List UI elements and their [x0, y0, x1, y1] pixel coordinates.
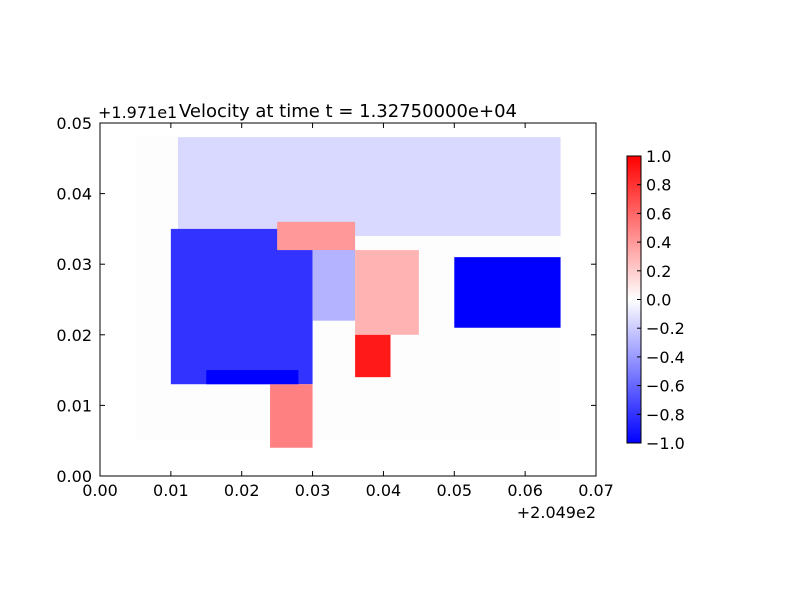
x-tick-label: 0.00 — [82, 481, 118, 500]
colorbar-tick-label: 0.2 — [646, 262, 671, 281]
y-tick-label: 0.04 — [56, 185, 92, 204]
heatmap-region — [355, 250, 419, 335]
y-axis-ticks: 0.00 0.01 0.02 0.03 0.04 0.05 — [56, 114, 596, 486]
colorbar-ticks: −1.0 −0.8 −0.6 −0.4 −0.2 0.0 0.2 0.4 0.6 0.8 1.0 — [637, 147, 685, 453]
colorbar-tick-label: 0.6 — [646, 204, 671, 223]
y-tick-label: 0.02 — [56, 326, 92, 345]
heatmap-region — [206, 370, 299, 385]
colorbar-tick-label: 0.4 — [646, 233, 671, 252]
heatmap-region — [277, 221, 356, 251]
colorbar-tick-label: −0.2 — [646, 319, 685, 338]
colorbar-tick-label: −0.4 — [646, 348, 685, 367]
y-tick-label: 0.00 — [56, 467, 92, 486]
x-tick-label: 0.06 — [507, 481, 543, 500]
y-tick-label: 0.05 — [56, 114, 92, 133]
colorbar-tick-label: −0.6 — [646, 377, 685, 396]
x-tick-label: 0.01 — [153, 481, 189, 500]
chart-title: Velocity at time t = 1.32750000e+04 — [179, 101, 517, 122]
x-offset-label: +2.049e2 — [517, 503, 596, 522]
colorbar-tick-label: 0.8 — [646, 176, 671, 195]
colorbar-tick-label: −0.8 — [646, 405, 685, 424]
heatmap-region — [312, 243, 356, 321]
x-tick-label: 0.02 — [224, 481, 260, 500]
x-axis-ticks: 0.00 0.01 0.02 0.03 0.04 0.05 0.06 0.07 — [82, 123, 614, 500]
heatmap-region — [454, 257, 561, 328]
heatmap-region — [177, 137, 561, 236]
x-tick-label: 0.07 — [578, 481, 614, 500]
y-tick-label: 0.01 — [56, 396, 92, 415]
heatmap-region — [270, 384, 313, 448]
colorbar-tick-label: 1.0 — [646, 147, 671, 166]
heatmap-field — [135, 137, 561, 448]
x-tick-label: 0.03 — [295, 481, 331, 500]
y-offset-label: +1.971e1 — [98, 103, 177, 122]
y-tick-label: 0.03 — [56, 255, 92, 274]
x-tick-label: 0.04 — [366, 481, 402, 500]
colorbar-tick-label: 0.0 — [646, 291, 671, 310]
colorbar-tick-label: −1.0 — [646, 434, 685, 453]
heatmap-region — [355, 334, 391, 378]
x-tick-label: 0.05 — [436, 481, 472, 500]
axes-frame — [99, 122, 597, 477]
heatmap-region — [170, 228, 313, 385]
